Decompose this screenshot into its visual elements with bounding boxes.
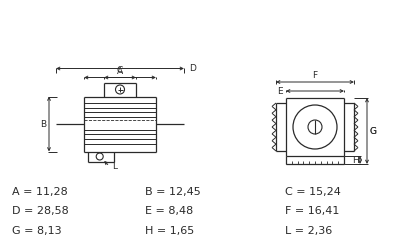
Text: F: F: [312, 70, 318, 79]
Text: L = 2,36: L = 2,36: [285, 226, 332, 236]
Text: L: L: [112, 162, 117, 171]
Text: C: C: [117, 66, 123, 75]
Text: B = 12,45: B = 12,45: [145, 187, 201, 197]
Text: B: B: [40, 120, 46, 128]
Text: H: H: [352, 155, 358, 165]
Text: E = 8,48: E = 8,48: [145, 206, 193, 216]
Text: G: G: [370, 126, 376, 135]
Text: F = 16,41: F = 16,41: [285, 206, 339, 216]
Text: E: E: [277, 86, 283, 96]
Text: D = 28,58: D = 28,58: [12, 206, 69, 216]
Text: A: A: [117, 66, 123, 75]
Text: D: D: [189, 64, 196, 73]
Text: C = 15,24: C = 15,24: [285, 187, 341, 197]
Text: G = 8,13: G = 8,13: [12, 226, 62, 236]
Text: H = 1,65: H = 1,65: [145, 226, 194, 236]
Text: A = 11,28: A = 11,28: [12, 187, 68, 197]
Text: G: G: [370, 126, 376, 135]
